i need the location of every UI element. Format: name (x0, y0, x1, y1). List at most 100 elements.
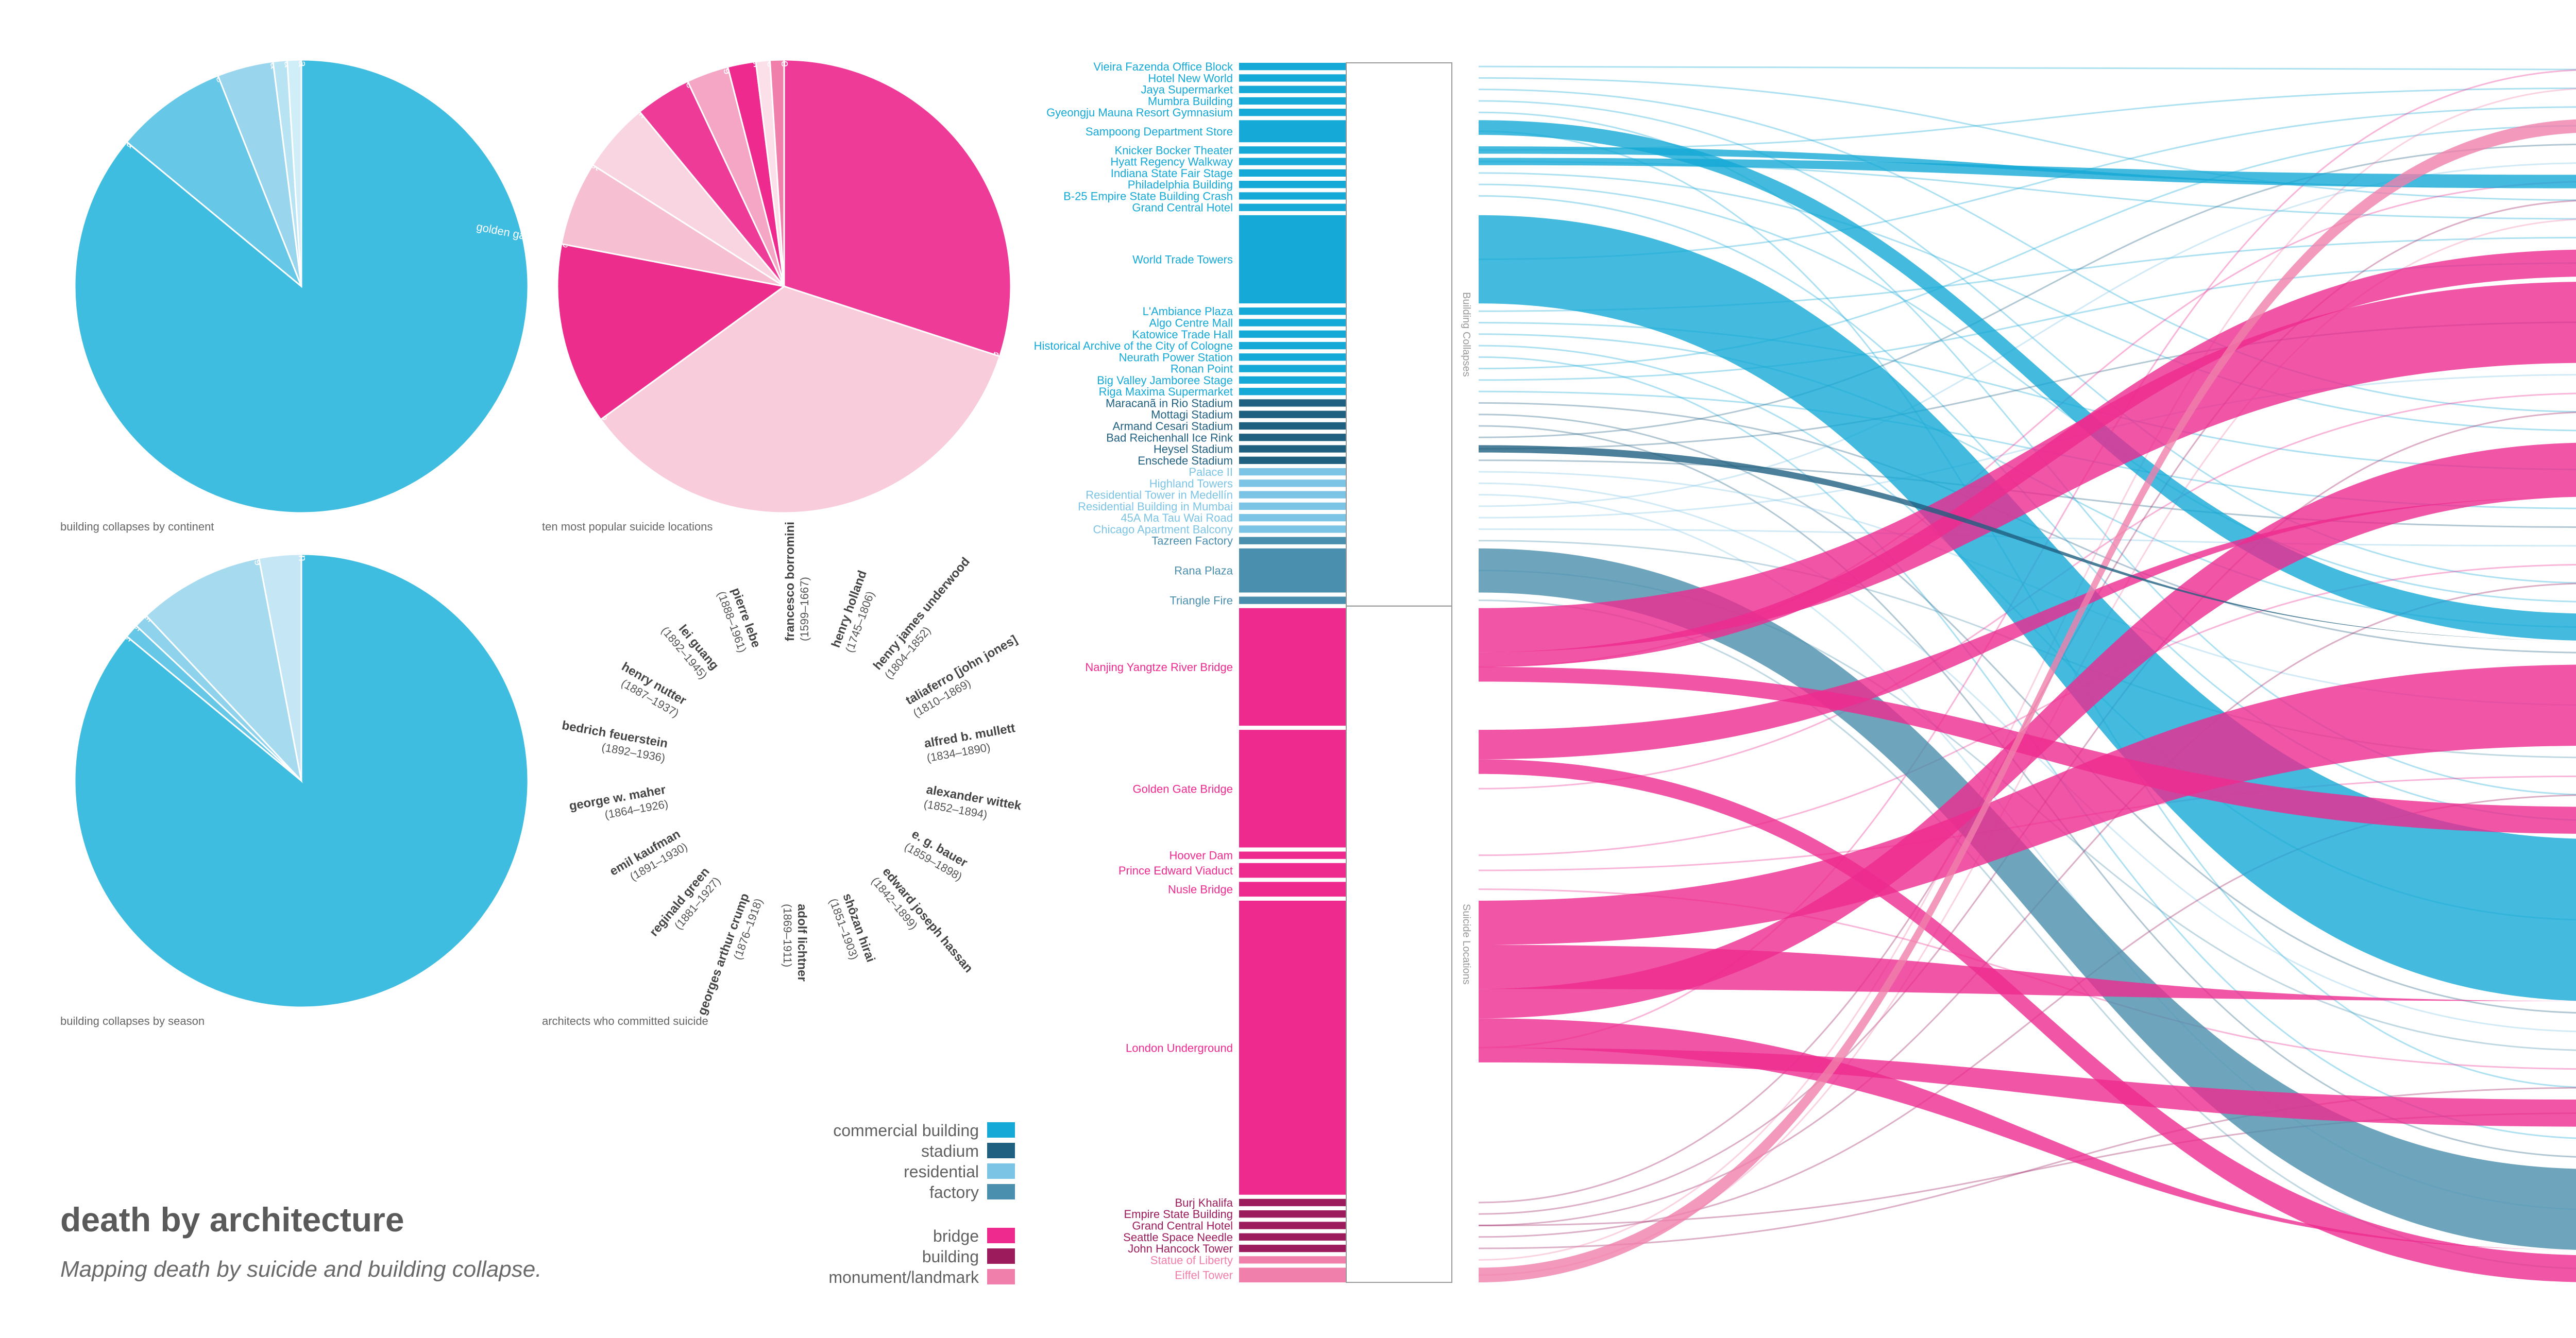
location-label: World Trade Towers (1132, 253, 1233, 266)
alluvial-group-brackets: Building Collapses Suicide Locations (1346, 62, 1472, 1283)
location-label: Grand Central Hotel (1132, 1219, 1233, 1232)
legend-label: monument/landmark (828, 1268, 979, 1286)
flow-thread (1478, 414, 2576, 1014)
legend-label: stadium (921, 1142, 979, 1160)
location-bar (1239, 192, 1346, 200)
location-label: Burj Khalifa (1175, 1196, 1233, 1209)
collapses-bracket (1346, 62, 1452, 607)
legend-item: monument/landmark (793, 1267, 1015, 1288)
flow-thread (1478, 262, 2576, 381)
location-label: Historical Archive of the City of Cologn… (1034, 339, 1233, 352)
architect-years: (1869–1911) (781, 904, 794, 967)
architect-entry: emil kaufman(1891–1930) (607, 827, 690, 883)
flow-ribbon (1479, 158, 2576, 188)
architect-entry: henry holland(1745–1806) (829, 569, 877, 654)
alluvial-location-bars (1239, 63, 1346, 1282)
location-bar (1239, 169, 1346, 177)
location-bar (1239, 388, 1346, 396)
legend-swatch-stadium (987, 1143, 1015, 1158)
architect-entry: reginald green(1881–1927) (647, 865, 723, 939)
location-bar (1239, 307, 1346, 315)
location-bar (1239, 537, 1346, 544)
architect-entry: lei guang(1892–1945) (659, 622, 722, 681)
location-bar (1239, 1256, 1346, 1264)
location-bar (1239, 330, 1346, 338)
location-bar (1239, 353, 1346, 361)
location-bar (1239, 158, 1346, 165)
location-bar (1239, 1233, 1346, 1241)
flow-ribbon (1479, 1048, 2576, 1127)
location-label: Armand Cesari Stadium (1112, 420, 1233, 433)
legend-item: residential (793, 1161, 1015, 1182)
location-bar (1239, 456, 1346, 464)
flow-ribbon (1479, 445, 2576, 641)
location-bar (1239, 74, 1346, 82)
flow-thread (1478, 195, 2576, 821)
flow-ribbon (1479, 146, 2576, 188)
location-label: Eiffel Tower (1175, 1269, 1233, 1282)
location-bar (1239, 1244, 1346, 1253)
location-label: Chicago Apartment Balcony (1093, 523, 1233, 536)
architect-entry: e. g. bauer(1859–1898) (902, 827, 970, 883)
legend-label: building (922, 1247, 979, 1266)
location-bar (1239, 525, 1346, 533)
location-bar (1239, 422, 1346, 430)
flow-ribbon (1479, 249, 2576, 667)
collapses-group-label: Building Collapses (1461, 292, 1472, 377)
legend-swatch-commercial (987, 1122, 1015, 1138)
location-bar (1239, 203, 1346, 211)
pie-season: wintersummerfallspringunknown (74, 516, 529, 1008)
location-label: Algo Centre Mall (1149, 317, 1233, 330)
location-bar (1239, 548, 1346, 593)
location-bar (1239, 434, 1346, 441)
location-label: London Underground (1126, 1041, 1233, 1054)
location-label: Hyatt Regency Walkway (1110, 156, 1233, 168)
location-label: Palace II (1189, 466, 1233, 478)
location-bar (1239, 341, 1346, 350)
location-label: Maracanã in Rio Stadium (1106, 397, 1233, 409)
flow-thread (1478, 143, 2576, 438)
pie-slice-label: south america (296, 0, 309, 67)
location-bar (1239, 900, 1346, 1195)
location-bar (1239, 146, 1346, 154)
location-label: Empire State Building (1124, 1208, 1233, 1221)
architect-name: henry james underwood (871, 555, 973, 673)
location-label: Statue of Liberty (1150, 1254, 1233, 1266)
legend-label: factory (929, 1183, 979, 1202)
legend-item: building (793, 1246, 1015, 1267)
architect-entry: shôzan hirai(1851–1903) (827, 891, 878, 964)
location-label: Ronan Point (1171, 363, 1233, 375)
legend-swatch-bridge (987, 1228, 1015, 1243)
pie-slice (769, 59, 785, 287)
pie-slice-label: prince edward viaduct (503, 104, 603, 174)
location-bar (1239, 365, 1346, 372)
architect-entry: alexander wittek(1852–1894) (923, 783, 1023, 821)
legend-label: residential (904, 1162, 979, 1181)
location-bar (1239, 468, 1346, 476)
location-bar (1239, 85, 1346, 93)
location-bar (1239, 399, 1346, 407)
pie-slice (561, 164, 785, 287)
flow-ribbon (1479, 548, 2576, 1250)
architect-entry: alfred b. mullett(1834–1890) (923, 721, 1016, 764)
flow-thread (1478, 65, 2576, 71)
location-label: 45A Ma Tau Wai Road (1121, 511, 1233, 524)
legend-item: bridge (793, 1226, 1015, 1246)
legend: commercial building stadium residential … (793, 1120, 1015, 1290)
flow-ribbon (1479, 442, 2576, 1019)
location-label: Residential Building in Mumbai (1078, 500, 1233, 513)
architect-name: adolf lichtner (795, 904, 809, 982)
location-bar (1239, 120, 1346, 143)
pie-suicide-locations: london underground nanjing yangtze river … (476, 0, 1091, 514)
location-bar (1239, 445, 1346, 453)
location-label: Bad Reichenhall Ice Rink (1106, 431, 1233, 444)
flow-thread (1478, 88, 2576, 1261)
location-label: Big Valley Jamboree Stage (1097, 374, 1233, 387)
pie-slice (258, 553, 302, 781)
architect-name: edward joseph hassan (879, 865, 975, 975)
location-label: Golden Gate Bridge (1133, 782, 1233, 795)
pie-season-title: building collapses by season (60, 1015, 205, 1027)
location-label: B-25 Empire State Building Crash (1063, 190, 1233, 202)
location-bar (1239, 109, 1346, 116)
architect-entry: adolf lichtner(1869–1911) (781, 904, 809, 982)
